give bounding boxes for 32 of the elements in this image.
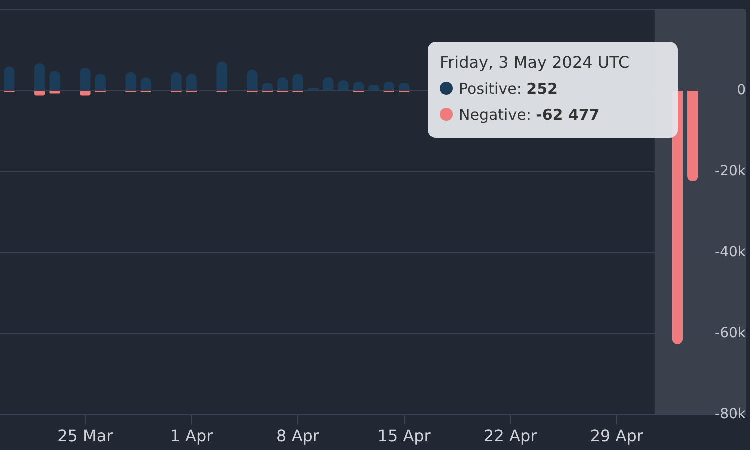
- bar: [50, 91, 60, 94]
- y-tick-label: 0: [737, 82, 746, 99]
- bar: [34, 91, 46, 96]
- y-tick-label: -40k: [715, 244, 747, 261]
- x-tick-label: 1 Apr: [170, 426, 214, 446]
- annotation: Friday, 3 May 2024 UTC: [440, 52, 631, 74]
- x-tick-label: 22 Apr: [484, 426, 538, 446]
- x-tick-label: 29 Apr: [590, 426, 644, 446]
- x-tick-label: 8 Apr: [276, 426, 320, 446]
- bar: [80, 91, 91, 96]
- tooltip: Friday, 3 May 2024 UTC Positive: 252 Negative: -62 477: [428, 42, 678, 138]
- bar: [186, 74, 198, 91]
- bar: [368, 84, 380, 91]
- bar: [688, 91, 698, 182]
- bar: [50, 71, 60, 91]
- bar: [308, 88, 319, 91]
- y-tick-label: -60k: [715, 325, 747, 342]
- y-tick-label: -80k: [715, 406, 747, 422]
- annotation: Positive: 252: [458, 79, 559, 100]
- x-tick-label: 15 Apr: [378, 426, 432, 446]
- bar: [292, 74, 304, 91]
- bar: [34, 64, 46, 91]
- bar: [95, 74, 106, 91]
- annotation: Negative: -62 477: [458, 105, 601, 126]
- bar: [80, 68, 91, 91]
- bar: [247, 70, 258, 91]
- bar: [4, 66, 15, 91]
- bar: [171, 72, 182, 91]
- y-tick-label: -20k: [715, 164, 747, 180]
- x-tick-label: 25 Mar: [58, 426, 114, 446]
- bar: [126, 72, 136, 91]
- bar: [216, 62, 228, 91]
